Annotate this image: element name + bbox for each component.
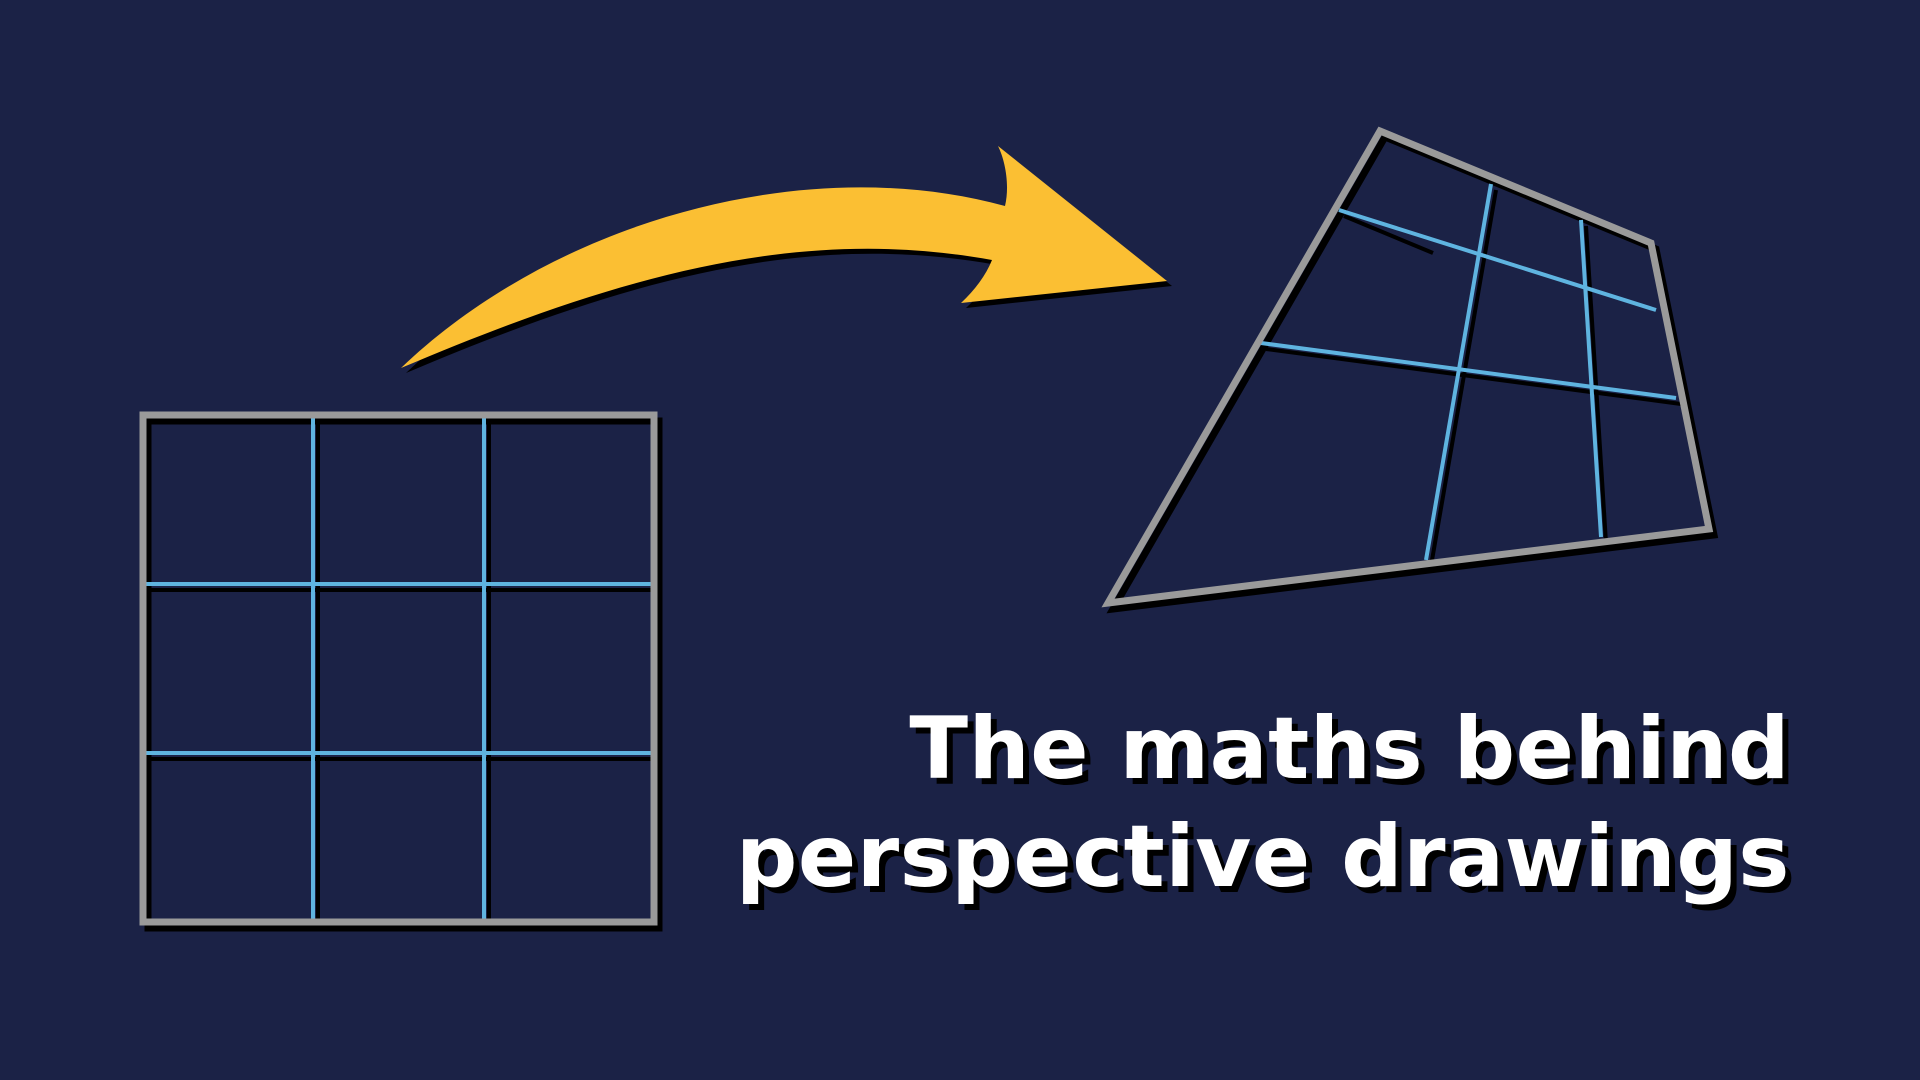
square-grid-frame-shadow: [144, 417, 663, 932]
perspective-grid-line-4-shadow: [1584, 225, 1608, 544]
title-line-1: The maths behind: [909, 699, 1790, 799]
perspective-grid-line-2: [1260, 341, 1677, 400]
perspective-grid-frame-shadow: [1106, 132, 1719, 614]
title-block: The maths behind perspective drawings: [736, 695, 1790, 911]
perspective-grid-line-1-shadow: [1343, 214, 1434, 255]
perspective-grid-line-4: [1579, 219, 1603, 538]
square-grid: [139, 411, 663, 932]
curved-arrow-icon: [401, 146, 1172, 373]
title-line-2: perspective drawings: [735, 807, 1790, 907]
perspective-grid-line-3-shadow: [1429, 189, 1498, 567]
perspective-grid-line-1: [1338, 208, 1657, 312]
perspective-grid-line-3: [1424, 183, 1493, 561]
square-grid-frame: [139, 411, 658, 926]
curved-arrow: [401, 146, 1167, 368]
perspective-grid: [1101, 126, 1719, 614]
perspective-grid-frame: [1101, 126, 1714, 608]
perspective-grid-line-2-shadow: [1265, 347, 1682, 406]
